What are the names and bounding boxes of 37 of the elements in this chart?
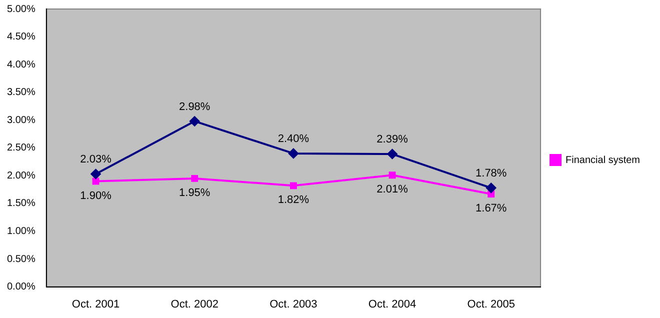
x-tick-label: Oct. 2005 bbox=[467, 298, 515, 310]
y-tick-label: 0.50% bbox=[6, 254, 36, 265]
point bbox=[388, 172, 396, 179]
y-tick-label: 5.00% bbox=[6, 4, 36, 15]
point bbox=[92, 178, 100, 185]
data-label: 1.67% bbox=[476, 202, 507, 215]
y-tick-label: 2.00% bbox=[6, 170, 36, 182]
data-label: 1.90% bbox=[80, 190, 112, 202]
point bbox=[488, 190, 495, 198]
data-label: 2.98% bbox=[179, 100, 210, 113]
y-tick-label: 4.00% bbox=[6, 59, 36, 70]
y-tick-label: 3.00% bbox=[6, 114, 36, 126]
point bbox=[290, 182, 297, 190]
data-label: 1.95% bbox=[179, 186, 210, 199]
point bbox=[288, 148, 298, 158]
point bbox=[190, 116, 200, 126]
data-label: 1.78% bbox=[476, 167, 507, 180]
x-tick-label: Oct. 2001 bbox=[72, 298, 120, 310]
data-label: 2.39% bbox=[376, 134, 408, 146]
y-tick-label: 3.50% bbox=[6, 87, 36, 98]
legend-label: Financial system bbox=[566, 154, 640, 166]
y-tick-label: 4.50% bbox=[6, 32, 36, 43]
y-tick-label: 0.00% bbox=[6, 282, 36, 293]
data-label: 2.01% bbox=[376, 184, 408, 196]
y-tick-label: 2.50% bbox=[6, 142, 36, 154]
x-tick-label: Oct. 2002 bbox=[170, 298, 218, 310]
data-label: 1.82% bbox=[278, 194, 310, 206]
point bbox=[90, 169, 101, 180]
x-tick-label: Oct. 2004 bbox=[368, 298, 416, 310]
data-label: 2.40% bbox=[278, 132, 310, 145]
point bbox=[387, 149, 398, 160]
point bbox=[486, 182, 496, 193]
y-tick-label: 1.50% bbox=[6, 198, 36, 210]
data-label: 2.03% bbox=[80, 154, 112, 166]
y-tick-label: 1.00% bbox=[6, 226, 36, 237]
x-tick-label: Oct. 2003 bbox=[270, 298, 318, 310]
point bbox=[191, 174, 198, 182]
